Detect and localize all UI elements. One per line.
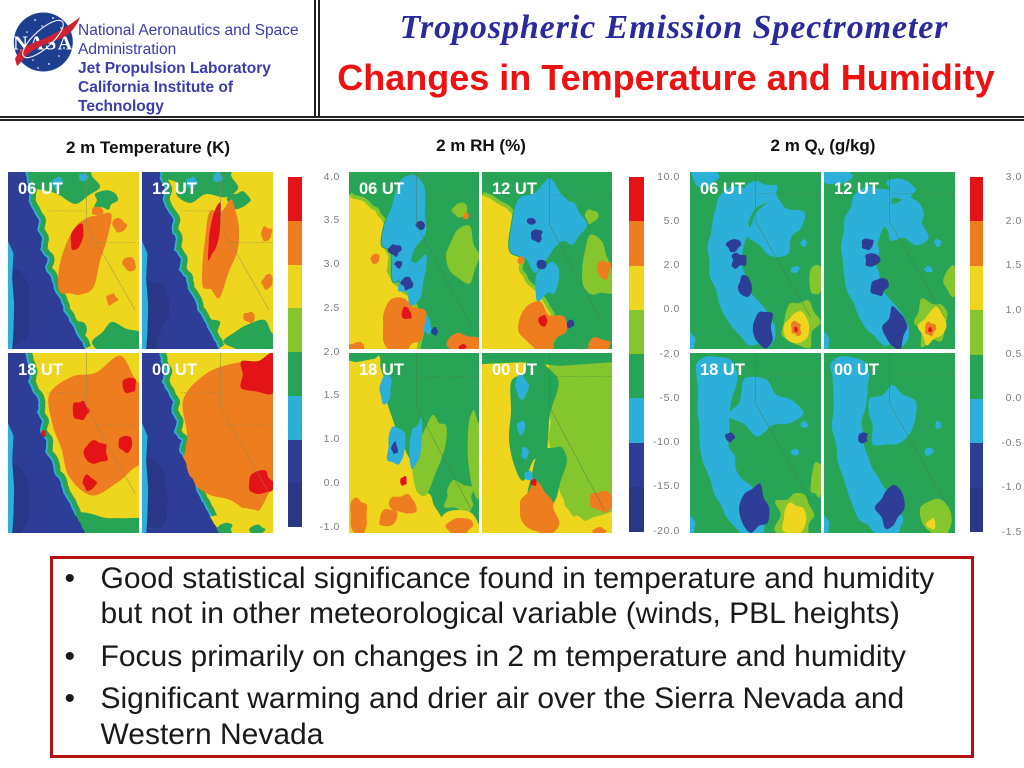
svg-text:18 UT: 18 UT: [359, 361, 404, 379]
svg-text:00 UT: 00 UT: [834, 361, 879, 379]
svg-text:12 UT: 12 UT: [152, 180, 197, 198]
svg-text:18 UT: 18 UT: [700, 361, 745, 379]
svg-text:06 UT: 06 UT: [700, 180, 745, 198]
svg-text:06 UT: 06 UT: [359, 180, 404, 198]
svg-text:06 UT: 06 UT: [18, 180, 63, 198]
svg-text:12 UT: 12 UT: [834, 180, 879, 198]
svg-text:00 UT: 00 UT: [492, 361, 537, 379]
svg-text:18 UT: 18 UT: [18, 361, 63, 379]
svg-text:00 UT: 00 UT: [152, 361, 197, 379]
svg-text:12 UT: 12 UT: [492, 180, 537, 198]
